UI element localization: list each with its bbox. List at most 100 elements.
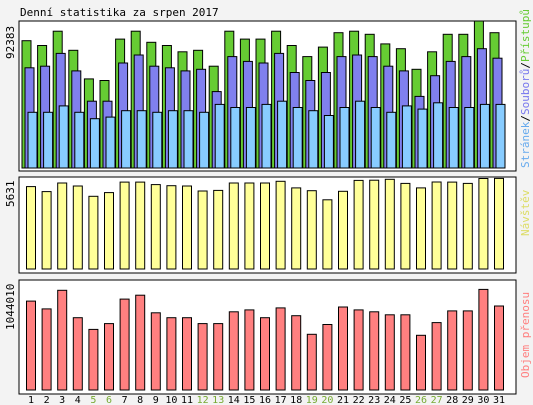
pages-bar [339,107,350,169]
day-label: 29 [462,395,474,405]
middle-bars [26,177,504,270]
day-label: 21 [337,395,349,405]
top-max-label: 92383 [4,26,17,59]
visits-bar [166,185,177,270]
day-label: 26 [415,395,427,405]
visits-bar [135,181,146,270]
visits-panel: 5631 Návštěv [4,176,532,274]
visits-legend: Návštěv [519,189,532,236]
pages-bar [292,107,303,169]
day-label: 2 [44,395,50,405]
bottom-bars [26,288,504,391]
day-label: 17 [275,395,287,405]
day-label: 16 [259,395,271,405]
visits-bar [119,181,130,270]
pages-bar [105,116,116,169]
day-label: 30 [477,395,489,405]
top-legend: Stránek/Souborů/Přístupů [519,9,532,168]
kbytes-bar [306,333,317,391]
kbytes-bar [197,323,208,391]
pages-bar [121,110,132,169]
pages-bar [152,111,163,169]
bottom-max-label: 1044010 [4,284,17,330]
visits-bar [353,179,364,270]
pages-bar [495,103,506,169]
kbytes-bar [26,300,36,391]
visits-bar [416,187,426,270]
middle-max-label: 5631 [4,181,17,208]
pages-bar [89,118,100,169]
visits-bar [72,185,83,270]
kbytes-bar [494,305,504,391]
day-label: 13 [212,395,224,405]
kbytes-bar [291,315,302,391]
pages-bar [417,108,428,169]
visits-bar [228,182,239,270]
pages-bar [27,111,38,169]
day-label: 10 [165,395,177,405]
day-label: 19 [306,395,318,405]
visits-bar [400,182,411,270]
kbytes-bar [338,306,348,391]
pages-bar [277,100,288,169]
pages-bar [214,103,225,169]
kbytes-bar [213,323,224,391]
legend-pages: Stránek [519,121,532,168]
kbytes-bar [384,314,395,391]
visits-bar [291,187,302,270]
visits-bar [275,180,286,270]
pages-bar [448,107,459,169]
visits-bar [104,192,114,270]
kbytes-bar [369,311,380,391]
day-label: 6 [106,395,112,405]
day-label: 12 [197,395,209,405]
visits-bar [478,178,489,270]
kbytes-bar [478,288,489,391]
visits-bar [384,178,395,270]
kbytes-bar [166,317,177,391]
kbytes-bar [104,323,114,391]
pages-bar [479,103,490,169]
legend-files: Souborů [519,69,532,115]
pages-bar [370,107,381,169]
kbytes-bar [41,308,52,391]
pages-bar [245,107,256,169]
kbytes-bar [447,310,458,391]
day-label: 22 [353,395,365,405]
visits-bar [431,181,442,270]
pages-bar [199,111,210,169]
kbytes-bar [260,317,270,391]
kbytes-bar [416,334,426,391]
kbytes-bar [244,309,255,391]
kbytes-bar [275,307,286,391]
pages-bar [183,110,194,169]
kbytes-panel: 1044010 Objem přenosu [4,279,532,395]
visits-bar [88,195,99,270]
top-bars [21,20,506,169]
visits-bar [494,177,504,270]
day-label: 24 [384,395,396,405]
kbytes-bar [150,312,161,391]
kbytes-bar [72,317,83,391]
pages-bar [43,111,54,169]
day-label: 8 [137,395,143,405]
pages-bar [464,107,475,169]
kbytes-bar [431,322,442,391]
pages-bar [308,110,319,169]
day-label: 5 [90,395,96,405]
visits-bar [213,189,224,270]
pages-bar [401,105,412,169]
visits-bar [41,191,52,270]
kbytes-bar [400,314,411,391]
pages-bar [355,100,366,169]
pages-bar [433,102,444,169]
chart-title: Denní statistika za srpen 2017 [20,6,219,19]
kbytes-bar [322,324,333,391]
day-label: 3 [59,395,65,405]
day-label: 28 [446,395,458,405]
kbytes-bar [228,311,239,391]
day-labels: 1 2 3 4 5 6 7 8 9 10 11 12 13 14 15 16 17 18 19 20 21 22 23 24 2… [28,395,505,405]
pages-bar [74,111,85,169]
pages-bar [167,110,178,169]
